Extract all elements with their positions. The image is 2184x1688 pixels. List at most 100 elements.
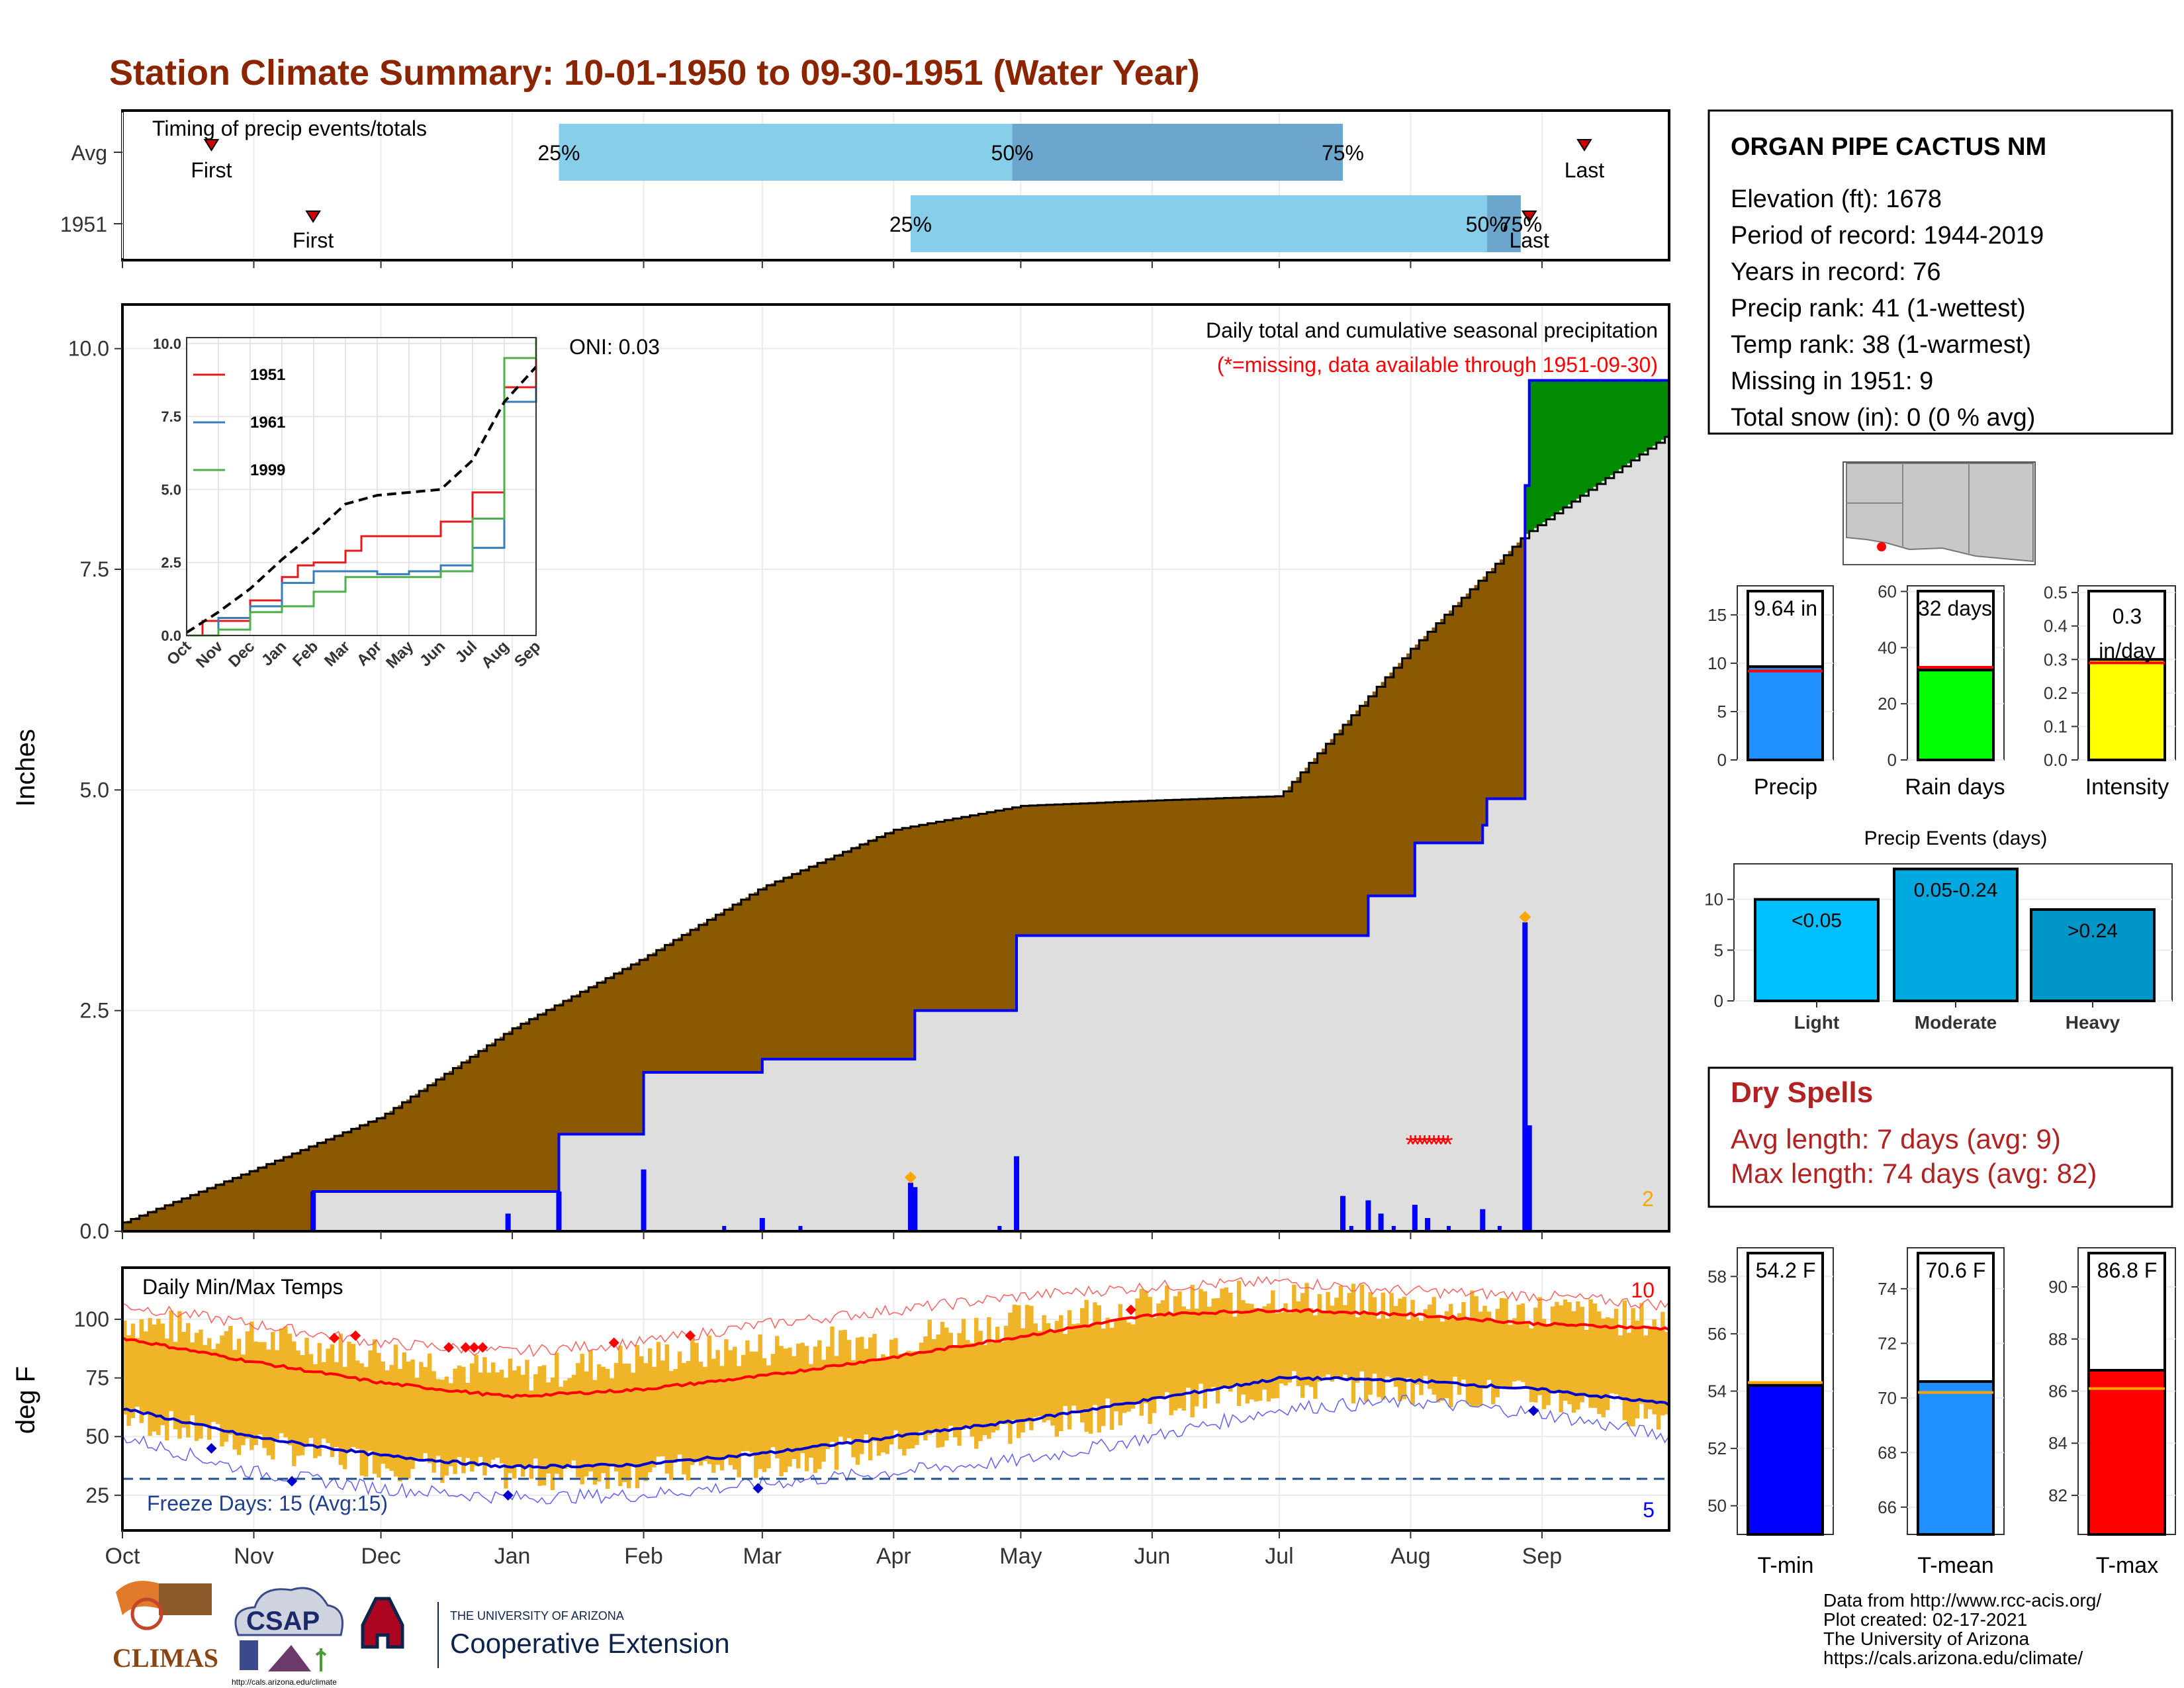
mini-tick-label: 0.4	[2044, 616, 2068, 636]
mini-bar-outline	[2087, 1252, 2166, 1372]
daily-temp-range-bars	[122, 1280, 1669, 1490]
climas-text: CLIMAS	[113, 1643, 218, 1673]
avg-cumulative-line	[122, 436, 1669, 1224]
mini-tick-label: 0.2	[2044, 683, 2068, 703]
mini-bar	[1747, 1383, 1824, 1536]
mini-tick-label: 86	[2048, 1382, 2068, 1401]
events-y-tick-label: 10	[1704, 890, 1723, 910]
precip-excess-area	[1525, 380, 1669, 534]
temp-y-tick-label: 75	[85, 1366, 109, 1390]
record-max-line	[122, 1276, 1669, 1358]
record-low-marker	[502, 1489, 514, 1501]
inset-y-tick-label: 5.0	[161, 481, 181, 498]
daily-precip-bar	[1425, 1218, 1431, 1231]
precip-y-tick-label: 0.0	[80, 1219, 109, 1243]
precip-y-tick-label: 5.0	[80, 778, 109, 802]
avg-max-line	[122, 1307, 1669, 1399]
dry-spells-max: Max length: 74 days (avg: 82)	[1731, 1158, 2097, 1189]
mini-tick-label: 90	[2048, 1277, 2068, 1297]
daily-precip-bar	[1378, 1213, 1384, 1231]
mini-tick-label: 72	[1878, 1333, 1897, 1353]
precip-event-bar-label: >0.24	[2068, 920, 2118, 942]
dry-spells-box: Dry Spells Avg length: 7 days (avg: 9) M…	[1707, 1066, 2173, 1208]
first-event-marker	[203, 139, 220, 152]
daily-precip-bar	[1526, 1125, 1532, 1231]
events-y-tick-label: 5	[1714, 940, 1723, 960]
record-high-marker	[684, 1330, 696, 1341]
raindays-bar-value: 32 days	[1918, 596, 1992, 620]
timing-bar-early	[559, 124, 1013, 181]
inset-y-tick-label: 10.0	[153, 336, 181, 352]
month-tick-label: Jul	[1265, 1544, 1293, 1569]
timing-avg-last: Last	[1565, 158, 1605, 182]
inset-y-tick-label: 0.0	[161, 628, 181, 644]
timing-avg-75: 75%	[1322, 141, 1364, 165]
timing-label: Timing of precip events/totals	[152, 117, 427, 140]
daily-precip-bar	[1447, 1226, 1451, 1231]
timing-bar-early	[910, 195, 1487, 252]
record-high-marker	[350, 1330, 361, 1341]
record-high-marker	[477, 1342, 488, 1353]
precip-event-bar-label: <0.05	[1792, 910, 1842, 932]
timing-year-last: Last	[1509, 228, 1549, 252]
timing-bar-late	[1012, 124, 1343, 181]
timing-year-first: First	[293, 228, 334, 252]
temperature-chart: 25 50 75 100 Oct Nov Dec Jan Feb Mar Apr May Jun Jul A…	[11, 1266, 1670, 1569]
record-high-marker	[469, 1342, 480, 1353]
precip-events-title: Precip Events (days)	[1864, 827, 2048, 849]
ua-small-text: THE UNIVERSITY OF ARIZONA	[450, 1609, 624, 1622]
month-tick-label: Jun	[1134, 1544, 1170, 1569]
month-tick-label: Nov	[234, 1544, 273, 1569]
precip-summary-bars: 0 5 10 15 0 20 40 60 0.0 0.1 0.2 0.3 0.4 0.5	[1707, 581, 2176, 770]
precip-event-bar	[1893, 867, 2019, 1002]
observed-cumulative-line	[122, 379, 1669, 1231]
daily-precip-bar	[556, 1192, 562, 1231]
precip-deficit-area	[122, 538, 1526, 1231]
timing-year-75: 75%	[1500, 212, 1542, 236]
temp-y-tick-label: 50	[85, 1425, 109, 1448]
dry-spells-avg: Avg length: 7 days (avg: 9)	[1731, 1123, 2061, 1154]
temp-y-axis-label: deg F	[11, 1366, 40, 1434]
csap-logo: CSAP http://cals.arizona.edu/climate	[232, 1587, 343, 1687]
inset-y-tick-label: 2.5	[161, 555, 181, 571]
temp-chart-title: Daily Min/Max Temps	[142, 1275, 343, 1299]
mini-tick-label: 0.3	[2044, 649, 2068, 669]
missing-day-marker: *	[1433, 1131, 1444, 1160]
missing-day-marker: *	[1420, 1131, 1430, 1160]
events-y-tick-label: 0	[1714, 991, 1723, 1011]
inset-legend-label: 1951	[250, 366, 285, 384]
temp-min-count: 5	[1643, 1498, 1655, 1522]
month-tick-label: Mar	[743, 1544, 782, 1569]
record-low-marker	[287, 1476, 298, 1487]
precip-event-bar-label: 0.05-0.24	[1914, 880, 1998, 902]
temp-max-count: 10	[1631, 1278, 1655, 1302]
csap-url: http://cals.arizona.edu/climate	[232, 1677, 337, 1687]
missing-day-marker: *	[1415, 1131, 1426, 1160]
station-line: Precip rank: 41 (1-wettest)	[1731, 295, 2026, 322]
last-event-marker	[1576, 139, 1592, 152]
record-high-marker	[608, 1337, 619, 1348]
page-title: Station Climate Summary: 10-01-1950 to 0…	[109, 53, 1200, 93]
missing-data-note: (*=missing, data available through 1951-…	[1217, 353, 1658, 377]
station-line: Years in record: 76	[1731, 258, 1941, 286]
mini-bar	[1917, 1380, 1995, 1536]
climas-logo: CLIMAS	[113, 1581, 218, 1673]
mini-tick-label: 10	[1707, 653, 1727, 673]
precip-chart-legend-title: Daily total and cumulative seasonal prec…	[1206, 318, 1658, 342]
mini-tick-label: 5	[1717, 702, 1727, 722]
station-line: Missing in 1951: 9	[1731, 367, 1933, 395]
daily-precip-bar	[1497, 1226, 1502, 1231]
mini-tick-label: 0.0	[2044, 750, 2068, 770]
timing-avg-50: 50%	[991, 141, 1034, 165]
timing-year-50: 50%	[1466, 212, 1508, 236]
mini-tick-label: 68	[1878, 1442, 1897, 1462]
timing-row-avg-label: Avg	[71, 141, 107, 165]
station-line: Period of record: 1944-2019	[1731, 222, 2044, 250]
timing-row-year-label: 1951	[60, 212, 107, 236]
temp-y-tick-label: 100	[74, 1307, 109, 1331]
daily-precip-bar	[1522, 922, 1528, 1231]
station-name: ORGAN PIPE CACTUS NM	[1731, 133, 2046, 161]
precip-y-tick-label: 7.5	[80, 557, 109, 581]
mini-tick-label: 66	[1878, 1497, 1897, 1517]
